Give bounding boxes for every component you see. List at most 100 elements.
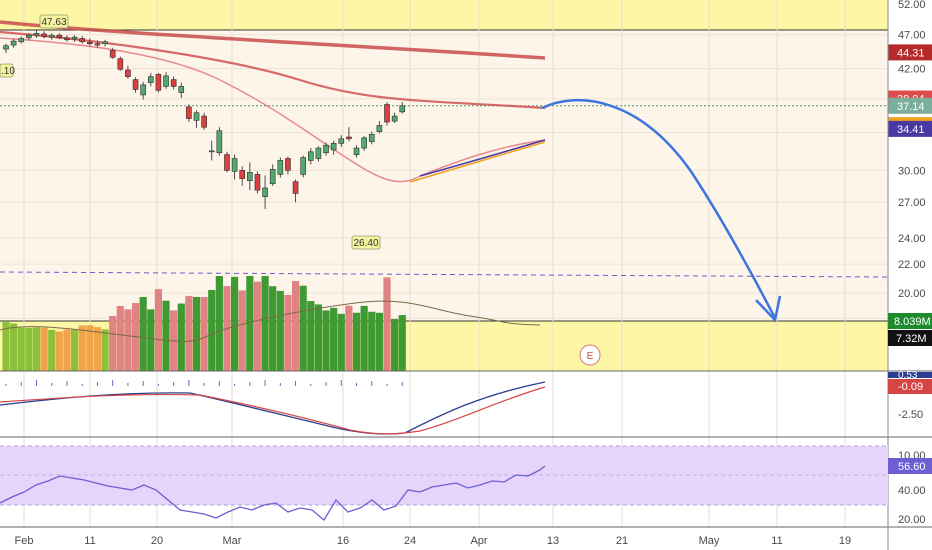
volume-bar bbox=[200, 296, 208, 371]
volume-bar bbox=[360, 305, 368, 371]
earnings-label: E bbox=[587, 351, 594, 362]
volume-tags: 8.039M 7.32M bbox=[888, 313, 932, 346]
volume-bar bbox=[10, 323, 18, 371]
candle bbox=[399, 102, 406, 114]
candle bbox=[361, 136, 367, 151]
candle bbox=[292, 179, 299, 203]
low-annotation-box bbox=[351, 235, 381, 250]
volume-bar bbox=[109, 315, 117, 371]
macd-signal-tag-text: -0.09 bbox=[898, 381, 923, 393]
candle bbox=[346, 127, 352, 142]
candle bbox=[94, 40, 101, 48]
candle bbox=[155, 72, 162, 93]
candle-body-up bbox=[33, 32, 40, 36]
candle bbox=[41, 31, 47, 39]
candle bbox=[391, 112, 398, 123]
candle-body-down bbox=[56, 34, 63, 39]
earnings-circle[interactable] bbox=[579, 344, 601, 366]
candle-body-down bbox=[87, 42, 93, 45]
macd-pane: -2.50 0.53 -0.09 bbox=[0, 370, 932, 435]
volume-bar bbox=[25, 327, 33, 371]
price-axis: 52.0047.0042.0038.0034.0030.0027.0024.00… bbox=[898, 0, 926, 325]
volume-bars bbox=[2, 276, 406, 371]
candle bbox=[117, 56, 124, 71]
candle-body-down bbox=[254, 174, 261, 191]
volume-bar bbox=[261, 276, 269, 371]
candle-body-up bbox=[338, 138, 345, 144]
candle-body-up bbox=[140, 84, 146, 96]
volume-bar bbox=[352, 312, 361, 371]
forecast-arrow[interactable] bbox=[541, 98, 782, 323]
ma-purple-line bbox=[419, 139, 546, 177]
candle bbox=[140, 81, 146, 100]
candle-body-up bbox=[48, 34, 55, 38]
candle-body-down bbox=[201, 115, 207, 128]
price-axis-label: 24.00 bbox=[898, 233, 926, 245]
candle-body-up bbox=[376, 125, 383, 132]
candle bbox=[56, 33, 63, 40]
candle bbox=[125, 65, 131, 79]
volume-tag-bg bbox=[888, 313, 932, 329]
candle-body-up bbox=[247, 172, 253, 181]
candle-body-up bbox=[193, 112, 200, 121]
volume-bar bbox=[215, 276, 223, 371]
candle-body-down bbox=[109, 50, 116, 58]
candle-body-down bbox=[79, 38, 85, 43]
candle-body-down bbox=[285, 158, 291, 171]
candle bbox=[254, 171, 261, 194]
macd-signal-tag-bg bbox=[888, 379, 932, 394]
left-annotation-text: .10 bbox=[1, 66, 15, 77]
rsi-tag: 56.60 bbox=[888, 458, 932, 474]
candle bbox=[79, 35, 85, 44]
volume-bar bbox=[307, 301, 315, 371]
earnings-marker[interactable]: E bbox=[579, 344, 601, 366]
volume-bar bbox=[154, 289, 162, 371]
volume-bar bbox=[162, 300, 170, 371]
candle-body-down bbox=[186, 106, 192, 119]
forecast-curve[interactable] bbox=[541, 98, 777, 319]
dashed-horizontal-line[interactable] bbox=[0, 271, 889, 278]
volume-bar bbox=[55, 331, 63, 371]
volume-bar bbox=[86, 325, 94, 371]
candle-body-down bbox=[41, 33, 47, 37]
candle bbox=[285, 156, 291, 175]
candle bbox=[208, 140, 215, 161]
volume-bar bbox=[291, 281, 300, 371]
candles bbox=[3, 30, 406, 210]
volume-bar bbox=[116, 306, 124, 371]
candle bbox=[170, 76, 177, 90]
candle bbox=[64, 35, 70, 42]
volume-bar bbox=[185, 295, 193, 371]
volume-bar bbox=[93, 327, 102, 371]
candle-body-up bbox=[102, 41, 108, 45]
candle-body-up bbox=[3, 45, 9, 50]
macd-tag-1: -0.09 bbox=[888, 379, 932, 394]
candle bbox=[33, 30, 40, 38]
candle bbox=[224, 151, 230, 173]
macd-histogram bbox=[5, 380, 403, 386]
candle bbox=[231, 154, 238, 180]
volume-bar bbox=[238, 290, 246, 371]
rsi-tick-label-mid: 40.00 bbox=[898, 485, 926, 497]
candle-body-up bbox=[178, 86, 185, 93]
time-axis-label: 19 bbox=[839, 535, 851, 547]
volume-bar bbox=[375, 312, 383, 371]
candle-body-up bbox=[147, 76, 154, 83]
volume-bar bbox=[269, 286, 277, 371]
candle bbox=[262, 175, 268, 210]
candle-body-down bbox=[94, 43, 101, 46]
candle-body-down bbox=[384, 104, 390, 123]
volume-bar bbox=[48, 329, 56, 371]
candle bbox=[193, 110, 200, 129]
price-tag-bg bbox=[888, 44, 932, 61]
candle bbox=[163, 72, 169, 89]
macd-line bbox=[0, 381, 546, 435]
ma-orange-line bbox=[409, 141, 546, 183]
candle bbox=[307, 148, 314, 165]
volume-bar bbox=[337, 313, 345, 371]
time-axis-label: Feb bbox=[15, 535, 34, 547]
volume-bar bbox=[330, 307, 338, 371]
low-annotation: 26.40 bbox=[351, 235, 381, 250]
candle-body-down bbox=[170, 79, 177, 87]
